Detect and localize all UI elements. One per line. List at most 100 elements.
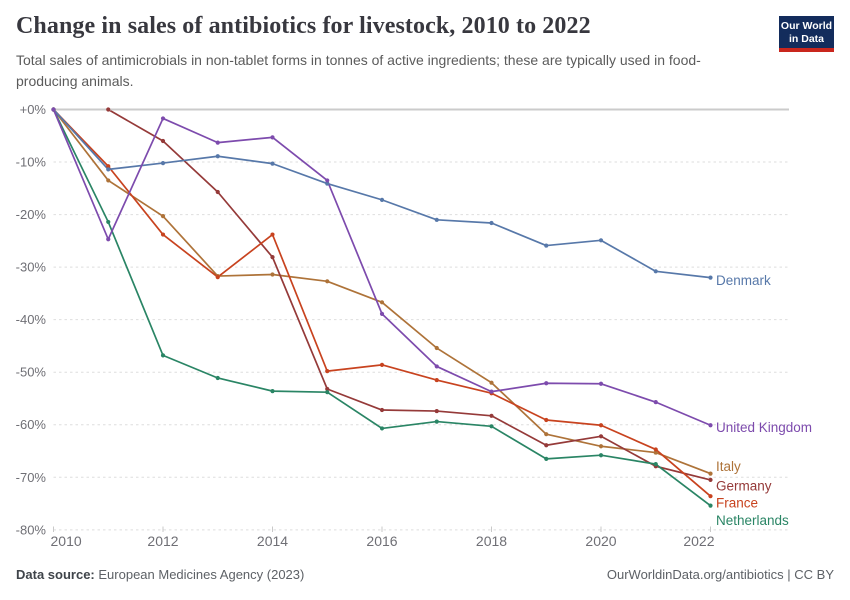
- point-germany-2018: [489, 413, 494, 418]
- point-france-2015: [325, 369, 330, 374]
- point-denmark-2016: [379, 197, 385, 202]
- point-united-kingdom-2012: [160, 116, 166, 121]
- point-netherlands-2022: [708, 503, 713, 508]
- point-denmark-2022: [708, 275, 713, 280]
- point-united-kingdom-2019: [544, 381, 549, 386]
- x-axis-label: 2018: [476, 533, 507, 549]
- point-netherlands-2012: [160, 353, 166, 358]
- credit-link[interactable]: OurWorldinData.org/antibiotics | CC BY: [606, 567, 834, 582]
- owid-logo[interactable]: Our World in Data: [779, 16, 834, 52]
- point-france-2016: [379, 362, 385, 367]
- point-italy-2019: [544, 432, 549, 437]
- point-denmark-2020: [598, 238, 604, 243]
- data-source: Data source: European Medicines Agency (…: [16, 567, 304, 582]
- point-denmark-2013: [215, 154, 220, 159]
- point-france-2021: [653, 447, 658, 452]
- point-germany-2015: [325, 386, 330, 392]
- point-denmark-2011: [106, 167, 111, 172]
- point-germany-2016: [379, 407, 385, 413]
- y-axis-label: -60%: [16, 417, 47, 432]
- series-label-france[interactable]: France: [716, 496, 758, 511]
- point-italy-2015: [325, 279, 330, 284]
- owid-logo-line1: Our World: [780, 20, 833, 32]
- point-netherlands-2015: [325, 390, 330, 395]
- point-united-kingdom-2022: [708, 423, 713, 428]
- point-netherlands-2017: [434, 419, 439, 424]
- point-germany-2014: [270, 255, 275, 260]
- point-germany-2022: [708, 477, 713, 483]
- y-axis-label: -70%: [16, 470, 47, 485]
- point-denmark-2018: [489, 220, 494, 226]
- point-united-kingdom-2010: [51, 107, 56, 112]
- x-axis-label: 2010: [51, 533, 82, 549]
- y-axis-label: +0%: [20, 102, 47, 117]
- point-germany-2017: [434, 408, 439, 414]
- chart-subtitle: Total sales of antimicrobials in non-tab…: [16, 52, 701, 90]
- x-axis-label: 2020: [585, 533, 616, 549]
- point-france-2022: [708, 494, 713, 499]
- point-united-kingdom-2011: [106, 237, 111, 242]
- point-united-kingdom-2021: [653, 400, 658, 405]
- y-axis-label: -40%: [16, 312, 47, 327]
- point-united-kingdom-2016: [379, 311, 385, 316]
- point-netherlands-2013: [215, 375, 220, 381]
- point-italy-2021: [653, 450, 658, 455]
- x-axis-label: 2014: [257, 533, 288, 549]
- point-united-kingdom-2020: [598, 381, 604, 386]
- point-germany-2013: [215, 189, 220, 195]
- line-netherlands[interactable]: [52, 108, 712, 507]
- point-denmark-2014: [270, 161, 275, 166]
- x-axis-label: 2012: [147, 533, 178, 549]
- point-denmark-2021: [653, 269, 658, 274]
- owid-logo-line2: in Data: [788, 32, 824, 45]
- point-germany-2011: [106, 107, 111, 112]
- x-axis-label: 2022: [683, 533, 714, 549]
- y-axis-label: -10%: [16, 155, 47, 170]
- point-denmark-2019: [544, 243, 549, 248]
- y-axis-label: -30%: [16, 260, 47, 275]
- chart-footer: Data source: European Medicines Agency (…: [16, 567, 834, 582]
- point-italy-2020: [598, 444, 604, 449]
- point-netherlands-2021: [653, 462, 658, 467]
- point-italy-2017: [434, 345, 439, 351]
- point-france-2019: [544, 417, 549, 423]
- point-italy-2011: [106, 178, 111, 183]
- point-germany-2012: [160, 138, 166, 144]
- y-axis-label: -20%: [16, 207, 47, 222]
- series-label-denmark[interactable]: Denmark: [716, 273, 771, 288]
- point-netherlands-2020: [598, 453, 604, 458]
- y-axis-label: -80%: [16, 522, 47, 537]
- point-france-2014: [270, 232, 275, 237]
- point-italy-2016: [379, 300, 385, 305]
- point-united-kingdom-2013: [215, 140, 220, 145]
- page-title: Change in sales of antibiotics for lives…: [16, 13, 591, 39]
- point-germany-2019: [544, 443, 549, 448]
- point-germany-2020: [598, 434, 604, 439]
- point-france-2012: [160, 232, 166, 237]
- y-axis-label: -50%: [16, 365, 47, 380]
- point-denmark-2017: [434, 217, 439, 222]
- series-label-italy[interactable]: Italy: [716, 459, 741, 474]
- point-netherlands-2014: [270, 389, 275, 394]
- point-italy-2022: [708, 471, 713, 476]
- point-united-kingdom-2017: [434, 364, 439, 369]
- line-united-kingdom[interactable]: [52, 108, 712, 427]
- point-netherlands-2019: [544, 456, 549, 461]
- point-netherlands-2016: [379, 426, 385, 431]
- point-denmark-2015: [325, 181, 330, 186]
- point-france-2013: [215, 275, 220, 280]
- point-united-kingdom-2014: [270, 135, 275, 140]
- point-italy-2012: [160, 214, 166, 219]
- data-source-label: Data source:: [16, 567, 95, 582]
- series-label-netherlands[interactable]: Netherlands: [716, 513, 789, 528]
- x-axis-label: 2016: [366, 533, 397, 549]
- data-source-value: European Medicines Agency (2023): [98, 567, 305, 582]
- series-label-germany[interactable]: Germany: [716, 478, 772, 493]
- point-italy-2014: [270, 272, 275, 277]
- point-netherlands-2018: [489, 424, 494, 429]
- point-france-2011: [106, 164, 111, 169]
- point-italy-2018: [489, 380, 494, 385]
- series-label-united-kingdom[interactable]: United Kingdom: [716, 420, 812, 435]
